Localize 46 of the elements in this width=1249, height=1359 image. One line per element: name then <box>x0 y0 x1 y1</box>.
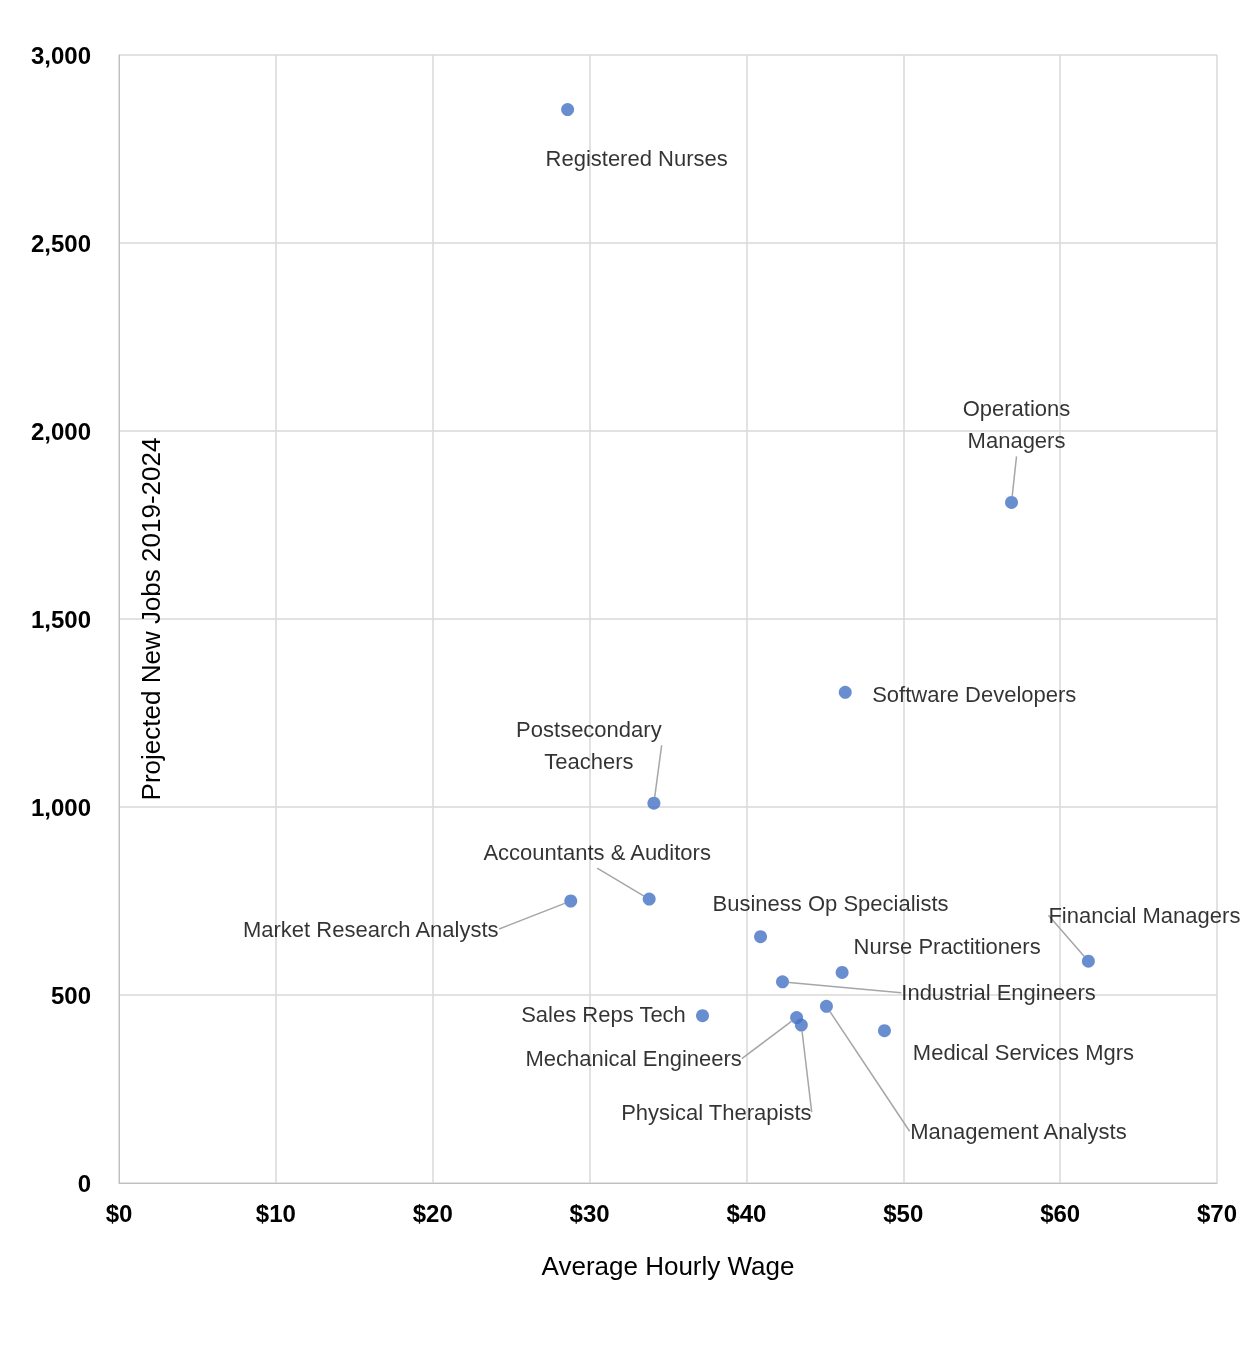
annotation: Software Developers <box>872 681 1077 707</box>
point <box>642 892 656 906</box>
point <box>647 796 661 810</box>
x-tick-label: $40 <box>726 1199 767 1227</box>
point <box>835 965 849 979</box>
point <box>877 1024 891 1038</box>
y-tick-label: 2,000 <box>30 417 91 445</box>
x-axis-title: Average Hourly Wage <box>541 1251 795 1281</box>
point <box>1081 954 1095 968</box>
point <box>819 999 833 1013</box>
annotation: Management Analysts <box>910 1118 1127 1144</box>
y-tick-label: 1,000 <box>30 793 91 821</box>
annotation: Nurse Practitioners <box>853 933 1041 959</box>
point <box>838 685 852 699</box>
annotation: Physical Therapists <box>621 1099 812 1125</box>
point <box>1005 495 1019 509</box>
point <box>696 1009 710 1023</box>
annotation: Market Research Analysts <box>242 916 499 942</box>
y-axis-title: Projected New Jobs 2019-2024 <box>136 437 166 801</box>
annotation: Registered Nurses <box>545 146 728 172</box>
annotation: Postsecondary Teachers <box>516 716 662 774</box>
annotation: Operations Managers <box>962 395 1071 453</box>
annotation: Financial Managers <box>1048 902 1241 928</box>
point <box>754 930 768 944</box>
y-tick-label: 1,500 <box>30 605 91 633</box>
point <box>776 975 790 989</box>
annotation: Accountants & Auditors <box>483 839 711 865</box>
y-tick-label: 0 <box>77 1169 91 1197</box>
point <box>794 1018 808 1032</box>
x-tick-label: $0 <box>105 1199 133 1227</box>
annotation: Mechanical Engineers <box>525 1046 742 1072</box>
y-tick-label: 2,500 <box>30 229 91 257</box>
x-tick-label: $30 <box>569 1199 610 1227</box>
x-tick-label: $10 <box>255 1199 296 1227</box>
annotation: Business Op Specialists <box>712 891 949 917</box>
point <box>561 103 575 117</box>
y-tick-label: 3,000 <box>30 41 91 69</box>
x-tick-label: $50 <box>883 1199 924 1227</box>
x-tick-label: $60 <box>1040 1199 1081 1227</box>
annotation: Sales Reps Tech <box>521 1002 686 1028</box>
x-tick-label: $70 <box>1196 1199 1238 1227</box>
x-tick-label: $20 <box>412 1199 453 1227</box>
annotation: Medical Services Mgrs <box>912 1040 1135 1066</box>
y-tick-label: 500 <box>50 981 91 1009</box>
annotation: Industrial Engineers <box>901 980 1096 1006</box>
point <box>564 894 578 908</box>
